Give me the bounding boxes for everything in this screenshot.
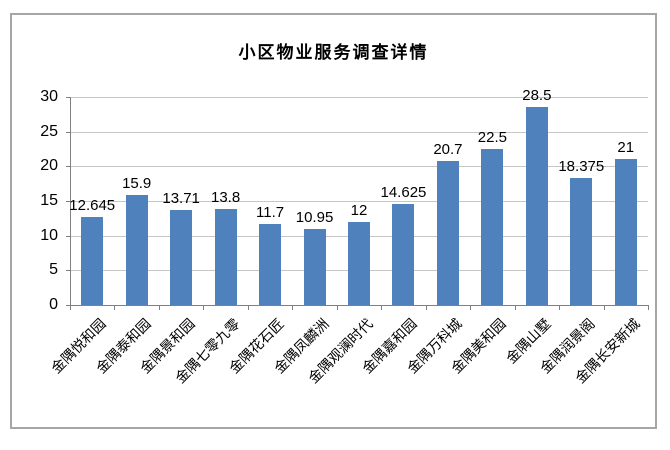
y-axis-tick-label: 5 — [49, 261, 58, 279]
x-axis-tick-mark — [336, 305, 338, 310]
y-axis-tick-label: 20 — [40, 157, 58, 175]
bar — [570, 177, 593, 305]
bar-value-label: 21 — [617, 139, 635, 157]
bar — [125, 194, 148, 305]
x-axis-tick-mark — [247, 305, 249, 310]
y-axis-tick-mark — [66, 166, 70, 168]
bar — [259, 223, 282, 305]
y-axis-tick-label: 30 — [40, 88, 58, 105]
bar-value-label: 28.5 — [522, 87, 552, 105]
bar-value-label: 11.7 — [256, 203, 285, 221]
y-axis-tick-label: 0 — [49, 296, 58, 313]
x-axis-tick-mark — [158, 305, 160, 310]
y-axis-tick-mark — [66, 305, 70, 306]
gridline — [70, 97, 648, 98]
y-axis-tick-label: 10 — [40, 226, 58, 244]
bar-value-label: 13.71 — [162, 189, 200, 207]
bar — [81, 217, 104, 305]
bar-value-label: 12.645 — [69, 197, 116, 215]
bar — [348, 221, 370, 305]
bar-value-label: 20.7 — [433, 141, 463, 159]
bar — [392, 203, 415, 305]
bar-value-label: 14.625 — [380, 183, 427, 201]
bar — [436, 161, 459, 305]
gridline — [70, 166, 648, 168]
x-axis-tick-mark — [425, 305, 427, 310]
gridline — [70, 201, 648, 202]
bar — [525, 107, 548, 305]
x-axis-tick-mark — [381, 305, 383, 310]
x-axis-tick-mark — [292, 305, 294, 310]
bar-value-label: 12 — [350, 201, 368, 219]
x-axis-tick-mark — [70, 305, 71, 310]
x-axis-tick-mark — [648, 305, 649, 310]
bar-value-label: 15.9 — [122, 174, 152, 192]
bar — [481, 149, 504, 305]
y-axis-tick-mark — [66, 270, 70, 272]
gridline — [70, 131, 648, 133]
bar — [214, 209, 237, 305]
bar — [170, 209, 193, 305]
x-axis-tick-mark — [203, 305, 205, 310]
x-axis-line — [70, 305, 649, 306]
bar-value-label: 18.375 — [558, 157, 605, 175]
y-axis-line — [70, 97, 71, 305]
y-axis-tick-label: 25 — [40, 122, 58, 140]
bar — [303, 229, 326, 305]
bar-value-label: 13.8 — [211, 189, 241, 207]
bar — [614, 159, 637, 305]
x-axis-tick-mark — [470, 305, 472, 310]
y-axis-tick-mark — [66, 235, 70, 237]
y-axis-tick-mark — [66, 131, 70, 133]
y-axis-tick-label: 15 — [40, 192, 58, 209]
chart-title: 小区物业服务调查详情 — [238, 43, 429, 62]
x-axis-tick-mark — [559, 305, 561, 310]
bar-value-label: 22.5 — [477, 129, 507, 146]
y-axis-tick-mark — [66, 97, 70, 98]
chart-frame — [10, 13, 657, 429]
x-axis-tick-mark — [514, 305, 516, 310]
x-axis-tick-mark — [114, 305, 116, 310]
bar-value-label: 10.95 — [295, 209, 334, 227]
x-axis-tick-mark — [603, 305, 605, 310]
y-axis-tick-mark — [66, 201, 70, 202]
